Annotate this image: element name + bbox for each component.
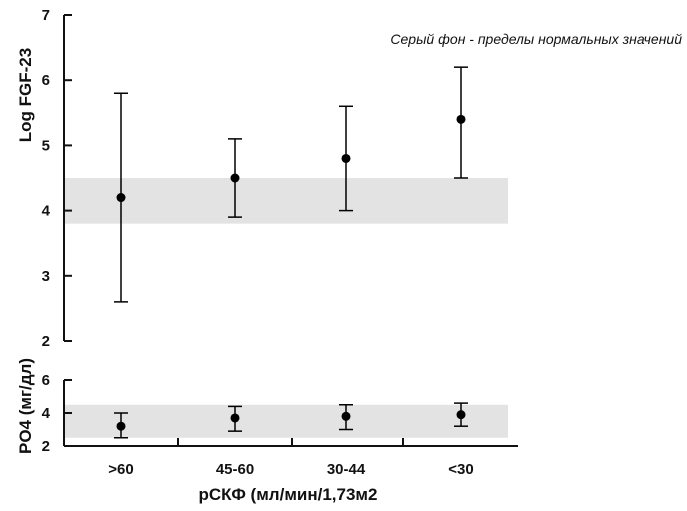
fgf23-normal-range-band (65, 178, 508, 224)
po4-data-point (116, 421, 126, 431)
x-axis-title: рСКФ (мл/мин/1,73м2 (199, 485, 378, 504)
fgf23-y-axis-title: Log FGF-23 (16, 48, 35, 142)
po4-y-axis-title: PO4 (мг/дл) (16, 358, 35, 454)
normal-range-annotation: Серый фон - пределы нормальных значений (390, 31, 682, 47)
x-ticks (177, 438, 404, 446)
fgf23-y-tick-label: 3 (42, 268, 50, 285)
x-tick-label: 45-60 (216, 461, 254, 478)
fgf23-y-tick-label: 4 (42, 203, 51, 220)
po4-y-tick-label: 6 (42, 372, 50, 389)
po4-y-tick-label: 2 (42, 438, 50, 455)
fgf23-marks (114, 66, 468, 303)
fgf23-data-point (116, 193, 126, 203)
fgf23-y-tick-label: 7 (42, 7, 50, 24)
fgf23-y-tick-label: 6 (42, 72, 50, 89)
fgf23-y-tick-label: 5 (42, 137, 50, 154)
po4-panel: 2 4 6 PO4 (мг/дл) (16, 358, 518, 455)
po4-data-point (230, 413, 240, 423)
po4-data-point (341, 411, 351, 421)
fgf23-data-point (456, 114, 466, 124)
po4-normal-range-band (65, 404, 508, 438)
po4-data-point (456, 410, 466, 420)
fgf23-y-tick-label: 2 (42, 333, 50, 350)
fgf23-y-ticks: 2 3 4 5 6 7 (42, 7, 72, 350)
fgf23-data-point (230, 173, 240, 183)
x-tick-labels: >60 45-60 30-44 <30 (108, 461, 473, 478)
po4-marks (114, 402, 468, 439)
po4-y-tick-label: 4 (42, 405, 51, 422)
x-tick-label: >60 (108, 461, 133, 478)
fgf23-data-point (341, 153, 351, 163)
x-tick-label: <30 (448, 461, 473, 478)
po4-y-ticks: 2 4 6 (42, 372, 72, 455)
fgf23-panel: 2 3 4 5 6 7 Серый фон - пределы нормальных зн… (16, 7, 682, 350)
x-tick-label: 30-44 (327, 461, 366, 478)
